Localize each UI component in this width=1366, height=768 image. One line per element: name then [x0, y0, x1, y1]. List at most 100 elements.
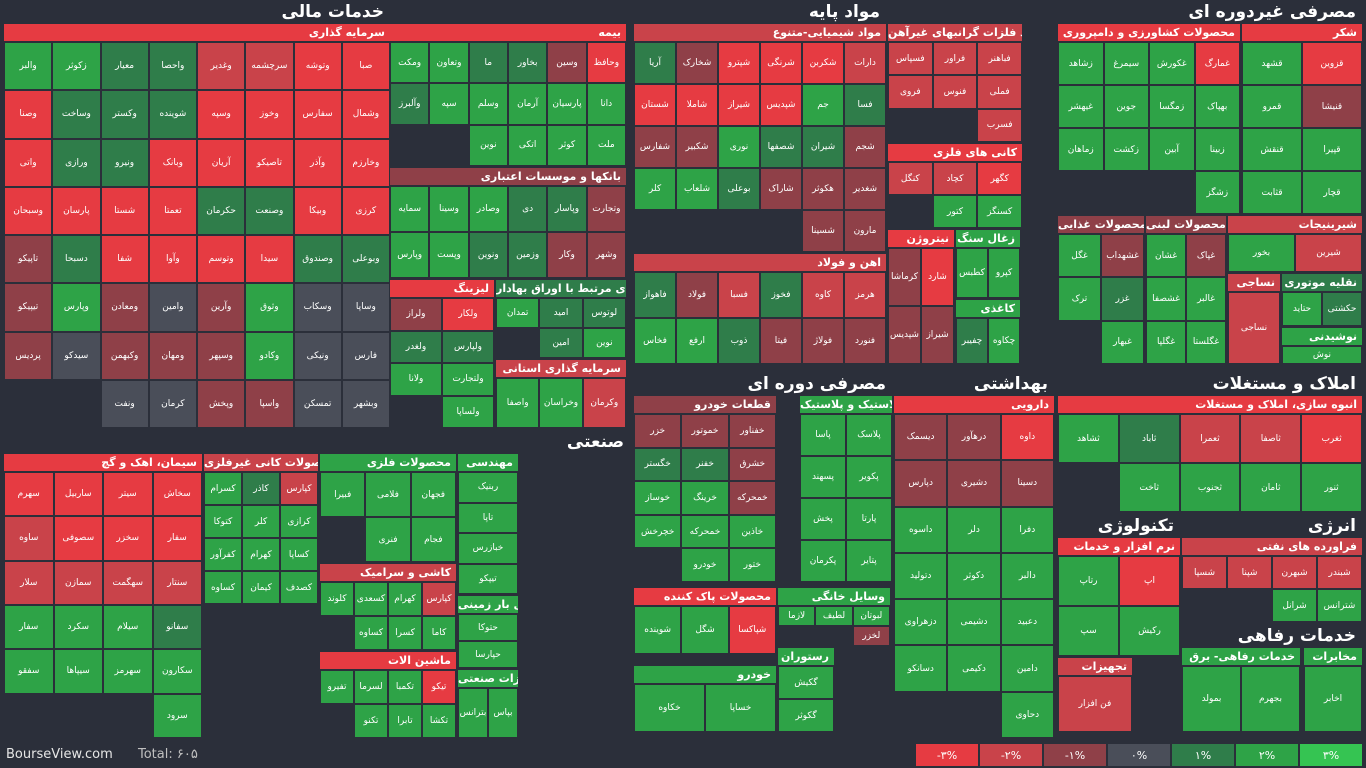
stock-tile[interactable]: کرزی: [341, 186, 390, 235]
stock-tile[interactable]: ثغرب: [1301, 414, 1362, 463]
stock-tile[interactable]: ثنور: [1301, 463, 1362, 512]
stock-tile[interactable]: زماهان: [1058, 128, 1104, 171]
stock-tile[interactable]: بپاس: [488, 688, 518, 738]
stock-tile[interactable]: خساپا: [705, 684, 776, 732]
stock-tile[interactable]: وحافظ: [586, 42, 626, 84]
stock-tile[interactable]: وخوز: [245, 90, 294, 139]
stock-tile[interactable]: وبشهر: [341, 379, 390, 428]
stock-tile[interactable]: سپ: [1058, 606, 1119, 656]
stock-tile[interactable]: لازما: [778, 606, 816, 626]
stock-tile[interactable]: فارس: [341, 331, 390, 380]
stock-tile[interactable]: دفرا: [1000, 506, 1054, 553]
stock-tile[interactable]: گکوثر: [778, 699, 834, 732]
stock-tile[interactable]: ولراز: [390, 298, 442, 331]
stock-tile[interactable]: غگل: [1058, 234, 1101, 278]
stock-tile[interactable]: غپاک: [1186, 234, 1226, 278]
stock-tile[interactable]: سیلام: [103, 605, 153, 650]
stock-tile[interactable]: ثجنوب: [1179, 463, 1241, 512]
stock-tile[interactable]: تاپا: [458, 502, 518, 533]
stock-tile[interactable]: کاوه: [802, 272, 844, 318]
stock-tile[interactable]: تکمبا: [388, 670, 422, 704]
stock-tile[interactable]: کنگل: [888, 162, 933, 195]
stock-tile[interactable]: وپاسار: [547, 186, 587, 232]
stock-tile[interactable]: سنتار: [152, 560, 202, 605]
stock-tile[interactable]: شسینا: [802, 210, 844, 252]
stock-tile[interactable]: قزوین: [1302, 42, 1362, 85]
stock-tile[interactable]: غگلپا: [1146, 320, 1186, 364]
stock-tile[interactable]: وکستر: [100, 90, 149, 139]
stock-tile[interactable]: شپنا: [1227, 556, 1272, 589]
stock-tile[interactable]: رتاپ: [1058, 556, 1119, 606]
stock-tile[interactable]: کاما: [422, 616, 456, 650]
stock-tile[interactable]: سکارون: [152, 649, 202, 694]
stock-tile[interactable]: غمارگ: [1194, 42, 1240, 85]
stock-tile[interactable]: آریان: [197, 138, 246, 187]
stock-tile[interactable]: حتاید: [1282, 292, 1322, 326]
stock-tile[interactable]: سفقو: [4, 649, 54, 694]
stock-tile[interactable]: ثامان: [1240, 463, 1302, 512]
stock-tile[interactable]: تیپکو: [458, 563, 518, 594]
stock-tile[interactable]: خشرق: [728, 447, 776, 482]
stock-tile[interactable]: شبهرن: [1272, 556, 1317, 589]
stock-tile[interactable]: کصدف: [280, 571, 318, 604]
stock-tile[interactable]: بخور: [1228, 234, 1295, 272]
stock-tile[interactable]: تعمتا: [148, 186, 197, 235]
stock-tile[interactable]: فباهنر: [977, 42, 1022, 76]
stock-tile[interactable]: سپه: [429, 83, 469, 125]
stock-tile[interactable]: شجم: [844, 126, 886, 168]
stock-tile[interactable]: سفارس: [293, 90, 342, 139]
stock-tile[interactable]: زبینا: [1194, 128, 1240, 171]
stock-tile[interactable]: پارسیان: [547, 83, 587, 125]
stock-tile[interactable]: وتوسم: [197, 235, 246, 284]
stock-tile[interactable]: کاذر: [242, 472, 280, 505]
stock-tile[interactable]: وبانک: [148, 138, 197, 187]
stock-tile[interactable]: وبیکا: [293, 186, 342, 235]
stock-tile[interactable]: فسبا: [718, 272, 760, 318]
stock-tile[interactable]: داسوه: [894, 506, 948, 553]
stock-tile[interactable]: نوری: [718, 126, 760, 168]
stock-tile[interactable]: کچاد: [932, 162, 978, 195]
stock-tile[interactable]: وسکاب: [293, 283, 342, 332]
stock-tile[interactable]: شرانل: [1272, 589, 1317, 622]
stock-tile[interactable]: تیکو: [422, 670, 456, 704]
stock-tile[interactable]: سفانو: [152, 605, 202, 650]
stock-tile[interactable]: کوثر: [547, 124, 587, 166]
stock-tile[interactable]: پسهند: [800, 456, 846, 498]
stock-tile[interactable]: وصادر: [468, 186, 508, 232]
stock-tile[interactable]: زشگز: [1194, 171, 1240, 214]
stock-tile[interactable]: پارسان: [52, 186, 101, 235]
stock-tile[interactable]: نوین: [582, 328, 626, 358]
stock-tile[interactable]: وکبهمن: [100, 331, 149, 380]
stock-tile[interactable]: وپارس: [52, 283, 101, 332]
stock-tile[interactable]: خبازرس: [458, 533, 518, 564]
stock-tile[interactable]: حکشتی: [1322, 292, 1362, 326]
stock-tile[interactable]: خوساز: [634, 481, 682, 515]
stock-tile[interactable]: شپدیس: [760, 84, 802, 126]
stock-tile[interactable]: سیمرغ: [1103, 42, 1149, 85]
stock-tile[interactable]: کیمان: [242, 571, 280, 604]
stock-tile[interactable]: دی: [508, 186, 548, 232]
stock-tile[interactable]: شگل: [681, 606, 729, 654]
stock-tile[interactable]: سهگمت: [103, 560, 153, 605]
stock-tile[interactable]: ثعمرا: [1179, 414, 1241, 463]
stock-tile[interactable]: فبیرا: [320, 472, 366, 517]
stock-tile[interactable]: فیتا: [760, 318, 802, 364]
stock-tile[interactable]: پکرمان: [800, 540, 846, 582]
stock-tile[interactable]: هکوثر: [802, 168, 844, 210]
stock-tile[interactable]: پلاسک: [846, 414, 892, 456]
stock-tile[interactable]: پکویر: [846, 456, 892, 498]
stock-tile[interactable]: وامین: [148, 283, 197, 332]
stock-tile[interactable]: ورازی: [52, 138, 101, 187]
stock-tile[interactable]: دپارس: [894, 460, 948, 507]
stock-tile[interactable]: خفناور: [728, 414, 776, 448]
stock-tile[interactable]: کرمان: [148, 379, 197, 428]
stock-tile[interactable]: غالبر: [1186, 277, 1226, 321]
stock-tile[interactable]: تمسکن: [293, 379, 342, 428]
stock-tile[interactable]: رکیش: [1119, 606, 1180, 656]
stock-tile[interactable]: شارد: [921, 248, 954, 306]
stock-tile[interactable]: کپرو: [988, 248, 1020, 298]
stock-tile[interactable]: دامین: [1000, 645, 1054, 692]
stock-tile[interactable]: وشمال: [341, 90, 390, 139]
stock-tile[interactable]: پردیس: [4, 331, 53, 380]
stock-tile[interactable]: وزمین: [508, 232, 548, 278]
